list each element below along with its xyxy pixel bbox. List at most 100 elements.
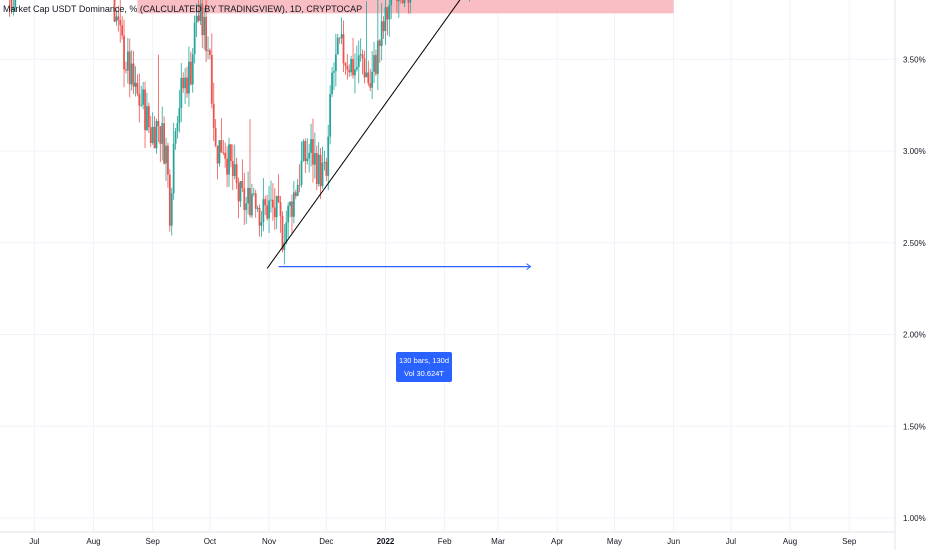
candle bbox=[266, 205, 269, 219]
candle bbox=[249, 187, 251, 216]
candle bbox=[306, 158, 309, 162]
candle bbox=[195, 15, 198, 23]
candle bbox=[331, 72, 333, 95]
candle bbox=[310, 139, 312, 153]
y-tick-label: 3.50% bbox=[903, 55, 926, 64]
candle bbox=[197, 15, 200, 21]
candle bbox=[155, 120, 158, 149]
candle bbox=[212, 103, 215, 128]
candle bbox=[130, 63, 133, 85]
candle bbox=[188, 61, 190, 94]
candle bbox=[174, 131, 177, 144]
candle bbox=[373, 55, 375, 72]
candle bbox=[214, 127, 217, 146]
candle bbox=[401, 0, 404, 4]
candle bbox=[199, 3, 202, 21]
candle bbox=[304, 141, 307, 162]
candle bbox=[279, 202, 282, 216]
candle bbox=[125, 69, 127, 71]
candle bbox=[165, 145, 167, 164]
candle bbox=[271, 199, 274, 208]
candle bbox=[388, 5, 391, 20]
candle bbox=[333, 71, 335, 73]
candle bbox=[182, 77, 185, 89]
candle bbox=[334, 54, 337, 72]
candle bbox=[180, 77, 183, 109]
candle bbox=[121, 25, 124, 36]
candle bbox=[222, 152, 225, 154]
candle bbox=[285, 222, 288, 243]
candle bbox=[205, 16, 207, 52]
measure-volume-text: Vol 30.624T bbox=[404, 369, 444, 378]
candle bbox=[292, 192, 295, 217]
candle bbox=[260, 222, 263, 226]
candle bbox=[178, 108, 181, 124]
candle bbox=[235, 164, 238, 183]
candle bbox=[254, 193, 257, 209]
candle bbox=[140, 104, 143, 106]
candle bbox=[317, 154, 320, 184]
candle bbox=[338, 37, 341, 39]
candle bbox=[403, 0, 406, 4]
candle bbox=[296, 184, 299, 197]
candle bbox=[300, 160, 303, 185]
x-tick-label: Sep bbox=[146, 537, 161, 546]
candle bbox=[354, 69, 356, 76]
candle bbox=[176, 123, 179, 132]
candle bbox=[142, 89, 145, 105]
candle bbox=[386, 7, 389, 20]
y-tick-label: 2.50% bbox=[903, 239, 926, 248]
y-tick-label: 1.50% bbox=[903, 422, 926, 431]
candle bbox=[184, 77, 187, 89]
candle bbox=[113, 0, 116, 22]
candle bbox=[371, 71, 374, 88]
x-tick-label: Feb bbox=[438, 537, 452, 546]
candle bbox=[210, 54, 213, 104]
candle bbox=[289, 201, 291, 206]
candle bbox=[231, 161, 234, 177]
candle bbox=[170, 193, 173, 226]
candle bbox=[147, 106, 150, 128]
candle bbox=[10, 0, 13, 11]
x-tick-label: Sep bbox=[842, 537, 857, 546]
x-tick-label: Oct bbox=[204, 537, 217, 546]
candle bbox=[258, 207, 261, 226]
candle bbox=[168, 174, 171, 226]
candle bbox=[308, 152, 311, 159]
candle bbox=[396, 0, 398, 2]
candle bbox=[298, 184, 301, 186]
candle bbox=[250, 193, 253, 216]
measure-bars-text: 130 bars, 130d bbox=[399, 356, 449, 365]
trendline[interactable] bbox=[266, 0, 603, 269]
candle bbox=[226, 158, 228, 175]
candle bbox=[132, 63, 135, 87]
candle bbox=[228, 144, 230, 175]
candle bbox=[268, 200, 270, 219]
candle bbox=[262, 199, 265, 223]
resistance-support-zone[interactable] bbox=[137, 0, 674, 14]
candle bbox=[350, 59, 353, 73]
candle bbox=[115, 16, 118, 22]
candle bbox=[191, 54, 194, 85]
candle bbox=[146, 106, 148, 131]
candle bbox=[14, 0, 17, 8]
candle bbox=[151, 126, 154, 144]
candle bbox=[340, 34, 343, 39]
candle bbox=[207, 50, 209, 52]
candle bbox=[346, 65, 349, 70]
candle bbox=[161, 123, 164, 144]
candle bbox=[390, 0, 393, 6]
candle bbox=[241, 181, 244, 189]
x-tick-label: May bbox=[607, 537, 622, 546]
candle bbox=[172, 143, 175, 194]
candle bbox=[407, 0, 410, 3]
candle bbox=[348, 69, 351, 73]
candle bbox=[361, 54, 364, 59]
candle bbox=[283, 242, 286, 250]
candle bbox=[203, 16, 206, 36]
candle bbox=[163, 123, 166, 164]
candle bbox=[128, 51, 131, 85]
candle bbox=[237, 182, 240, 202]
